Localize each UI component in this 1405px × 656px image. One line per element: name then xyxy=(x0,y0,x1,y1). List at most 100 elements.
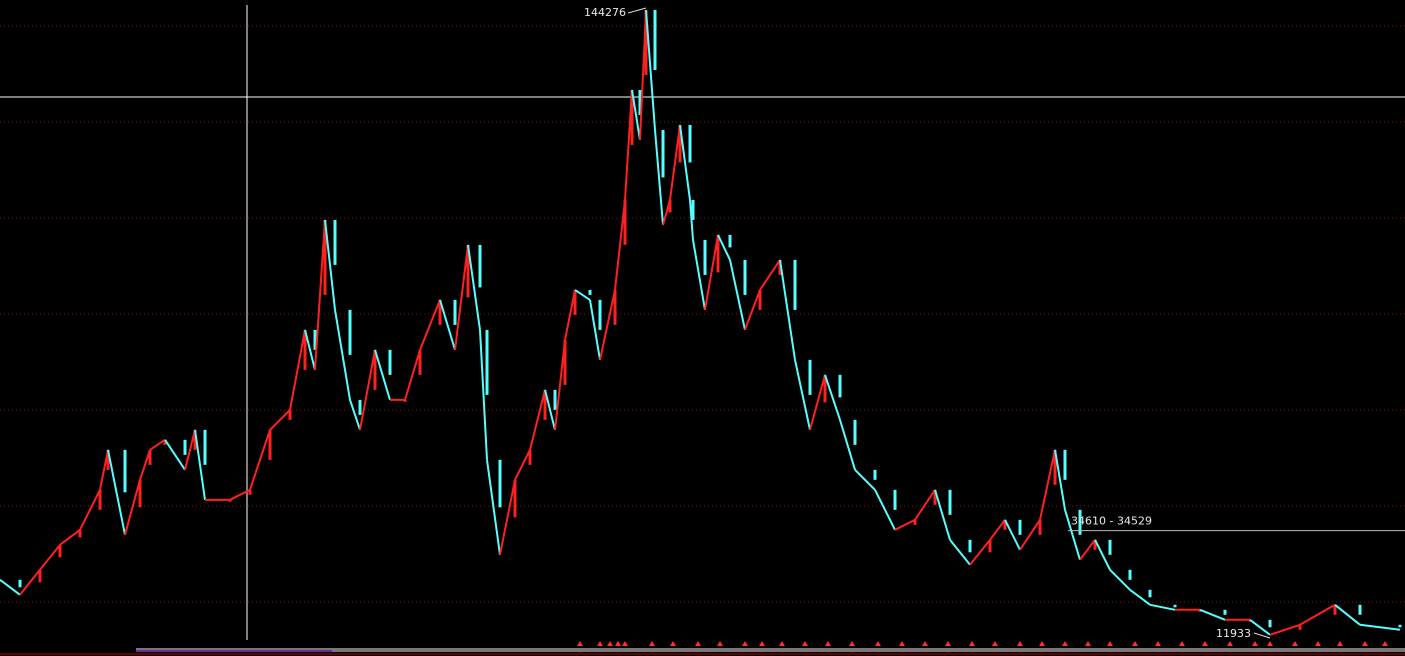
high-label: 144276 xyxy=(584,6,626,19)
candle xyxy=(588,289,592,295)
price-segment xyxy=(486,459,501,555)
price-segment xyxy=(544,389,556,431)
candle xyxy=(873,469,877,480)
price-segment xyxy=(314,219,326,370)
candle xyxy=(1358,604,1362,615)
price-segment xyxy=(1109,569,1131,591)
signal-arrow xyxy=(615,641,621,646)
price-segment xyxy=(794,359,811,431)
candle xyxy=(630,89,634,145)
candle xyxy=(268,429,272,460)
candle xyxy=(438,299,442,325)
candle xyxy=(333,219,337,265)
price-segment xyxy=(1334,604,1361,626)
price-segment xyxy=(304,329,316,371)
candle xyxy=(323,219,327,295)
signal-arrow xyxy=(695,641,701,646)
price-segment xyxy=(1004,519,1021,551)
candle xyxy=(148,449,152,465)
price-segment xyxy=(1249,618,1271,636)
signal-arrow xyxy=(779,641,785,646)
signal-arrow xyxy=(1039,641,1045,646)
price-segment xyxy=(759,259,781,291)
candle xyxy=(498,459,502,508)
price-segment xyxy=(1299,603,1336,626)
candle xyxy=(598,299,602,330)
candle xyxy=(348,309,352,355)
signal-arrow xyxy=(992,641,998,646)
scrollbar-thumb[interactable] xyxy=(136,650,332,652)
signal-arrow xyxy=(670,641,676,646)
price-segment xyxy=(1064,509,1081,561)
price-segment xyxy=(374,349,391,401)
price-segment xyxy=(0,579,21,596)
candle xyxy=(691,199,695,220)
candle xyxy=(623,199,627,245)
candle xyxy=(193,429,197,450)
signal-arrow xyxy=(1017,641,1023,646)
price-segment xyxy=(334,309,351,401)
signal-arrow xyxy=(597,641,603,646)
price-segment xyxy=(989,519,1006,541)
candle xyxy=(793,259,797,310)
signal-arrow xyxy=(825,641,831,646)
signal-arrow xyxy=(649,641,655,646)
price-segment xyxy=(679,124,691,201)
candle xyxy=(1173,604,1177,608)
candle xyxy=(1018,519,1022,535)
candle xyxy=(485,329,489,395)
scrollbar[interactable] xyxy=(136,648,1405,652)
price-segment xyxy=(359,349,376,431)
candle xyxy=(183,439,187,455)
candle xyxy=(373,349,377,390)
candle xyxy=(1003,519,1007,530)
candle xyxy=(38,569,42,583)
candle xyxy=(688,124,692,163)
price-segment xyxy=(1359,623,1401,631)
candle xyxy=(573,289,577,315)
signal-arrow xyxy=(875,641,881,646)
signal-arrow xyxy=(717,641,723,646)
candle xyxy=(1078,509,1082,535)
candle xyxy=(1398,624,1402,628)
price-segment xyxy=(809,374,826,431)
candle xyxy=(1268,619,1272,628)
signal-arrow xyxy=(1267,641,1273,646)
price-segment xyxy=(1079,539,1096,561)
candle xyxy=(703,239,707,275)
candle xyxy=(661,129,665,178)
price-segment xyxy=(1094,539,1111,571)
candle xyxy=(553,389,557,410)
candle xyxy=(758,289,762,310)
candle xyxy=(138,479,142,508)
signal-arrow xyxy=(1227,641,1233,646)
candle xyxy=(528,449,532,465)
candle xyxy=(478,244,482,288)
candle xyxy=(728,234,732,248)
price-segment xyxy=(631,89,641,141)
price-segment xyxy=(529,389,546,451)
signal-arrow xyxy=(899,641,905,646)
price-segment xyxy=(574,289,591,301)
candle xyxy=(18,579,22,588)
price-segment xyxy=(1149,603,1176,611)
price-segment xyxy=(1129,589,1151,606)
candle xyxy=(1093,539,1097,550)
candle xyxy=(778,259,782,275)
candle xyxy=(743,259,747,295)
signal-arrow xyxy=(1179,641,1185,646)
candle xyxy=(288,409,292,420)
price-segment xyxy=(854,469,876,491)
candle xyxy=(358,399,362,415)
candle xyxy=(418,349,422,375)
price-segment xyxy=(514,449,531,481)
high-leader xyxy=(627,7,647,14)
signal-arrow xyxy=(622,641,628,646)
candle xyxy=(98,489,102,510)
price-segment xyxy=(839,419,856,471)
signal-arrow xyxy=(1252,641,1258,646)
signal-arrow xyxy=(1337,641,1343,646)
price-segment xyxy=(499,479,516,556)
candle xyxy=(933,489,937,505)
candle xyxy=(808,359,812,395)
